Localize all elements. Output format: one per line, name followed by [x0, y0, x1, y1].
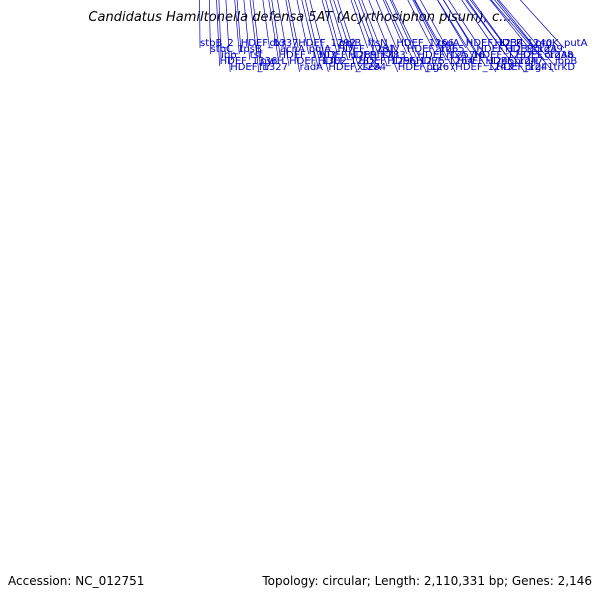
gene-label[interactable]: HDEF_1264 — [416, 56, 474, 67]
label-connector — [305, 0, 320, 61]
gene-label[interactable]: HDEF_1292 — [298, 38, 356, 49]
gene-label[interactable]: HDEF_1284 — [328, 62, 386, 73]
gene-label[interactable]: HDEF_1267 — [398, 62, 456, 73]
gene-label[interactable]: HDEF_1266 — [396, 38, 454, 49]
gene-label[interactable]: HDEF_1275 — [387, 56, 445, 67]
gene-label[interactable]: pqiB — [339, 38, 361, 49]
gene-label[interactable]: HDEF_1239 — [505, 44, 563, 55]
gene-label[interactable]: pqiA — [309, 44, 331, 55]
label-connector — [216, 0, 220, 67]
gene-label[interactable]: hslU — [377, 50, 399, 61]
gene-label[interactable]: HDEF_1289 — [319, 50, 377, 61]
gene-label[interactable]: aroE — [436, 44, 458, 55]
gene-label[interactable]: xseA — [357, 62, 381, 73]
topology-summary: Topology: circular; Length: 2,110,331 bp… — [262, 574, 592, 588]
gene-label[interactable]: HDEF_1327 — [230, 62, 288, 73]
gene-label[interactable]: HDEF_1283 — [348, 50, 406, 61]
gene-label[interactable]: ftsN — [368, 38, 388, 49]
gene-label[interactable]: HDEF_1234 — [466, 38, 524, 49]
gene-label[interactable]: HDEF_1302 — [289, 56, 347, 67]
gene-label[interactable]: rtxA_16 — [446, 50, 485, 61]
gene-label[interactable]: HDEF_1247 — [486, 56, 544, 67]
gene-label[interactable]: HDEF_1265 — [407, 44, 465, 55]
gene-label[interactable]: ibpB — [555, 56, 577, 67]
gene-label[interactable]: orgAb — [544, 50, 574, 61]
gene-label[interactable]: radA — [300, 62, 324, 73]
gene-label[interactable]: orgA — [534, 44, 557, 55]
gene-label[interactable]: stbB_2 — [200, 38, 234, 49]
gene-label[interactable]: HDEF_1241 — [496, 62, 554, 73]
gene-label[interactable]: HDEF_1281 — [338, 44, 396, 55]
gene-label[interactable]: HDEF_1296 — [359, 56, 417, 67]
gene-label[interactable]: HDEF_1285 — [318, 56, 376, 67]
gene-label[interactable]: pyrH — [260, 56, 284, 67]
gene-label[interactable]: HDEF_1303 — [279, 50, 337, 61]
gene-label[interactable]: HDEF_1233 — [476, 44, 534, 55]
gene-label[interactable]: rpsB — [239, 44, 262, 55]
gene-label[interactable]: prgI — [525, 62, 545, 73]
gene-label[interactable]: pgl — [427, 62, 442, 73]
gene-label[interactable]: HDEF_1245 — [457, 56, 515, 67]
gene-label[interactable]: HDEF_1240 — [495, 38, 553, 49]
gene-label[interactable]: ibp — [221, 50, 236, 61]
gene-label[interactable]: hslV — [378, 44, 399, 55]
gene-label[interactable]: acnA — [280, 44, 305, 55]
gene-label[interactable]: prgH — [514, 56, 538, 67]
gene-label[interactable]: trkD — [554, 62, 576, 73]
gene-label[interactable]: dxr — [270, 38, 287, 49]
gene-label[interactable]: prgK — [535, 38, 559, 49]
gene-labels: stbB_2stbC_1ibpHDEF_1336HDEF_1327HDEF_13… — [200, 38, 588, 73]
gene-label[interactable]: HDEF_1238 — [516, 50, 574, 61]
gene-label[interactable]: HDEF_1232 — [475, 50, 533, 61]
gene-label[interactable]: HDEF_1257 — [418, 50, 476, 61]
gene-label[interactable]: HDEF_1337 — [241, 38, 299, 49]
label-connector — [218, 0, 222, 61]
gene-label[interactable]: putA — [564, 38, 588, 49]
gene-label[interactable]: HDEF_1243 — [455, 62, 513, 73]
page-title: Candidatus Hamiltonella defensa 5AT (Acy… — [88, 10, 512, 25]
gene-label[interactable]: tsf — [250, 50, 263, 61]
gene-label[interactable]: rsuA — [437, 38, 460, 49]
accession-label: Accession: NC_012751 — [8, 574, 145, 588]
label-connector — [199, 0, 201, 49]
gene-label[interactable]: frr — [259, 62, 271, 73]
gene-label[interactable]: HDEF_1336 — [220, 56, 278, 67]
gene-label[interactable]: stbC_1 — [211, 44, 245, 55]
label-connector — [225, 0, 231, 73]
